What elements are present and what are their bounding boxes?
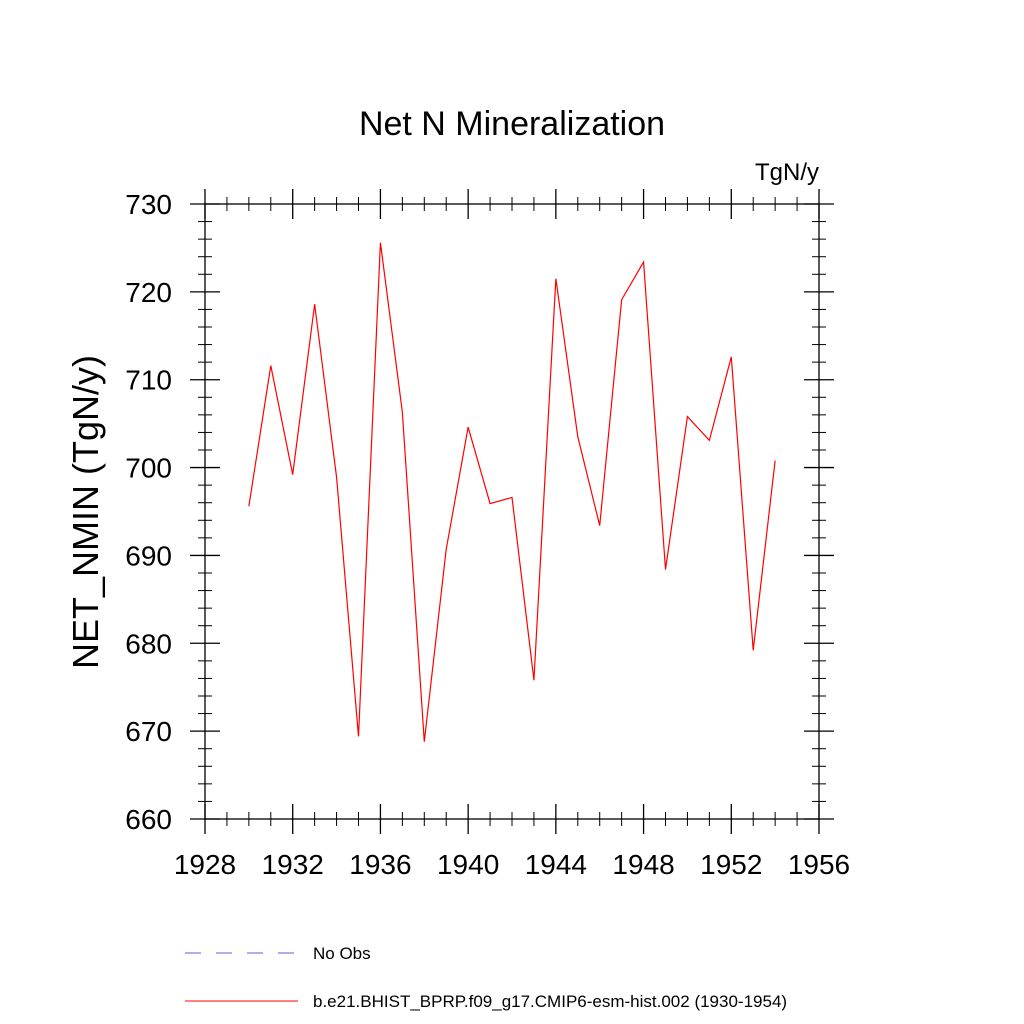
x-tick-label: 1948 — [612, 849, 674, 880]
series-layer — [247, 241, 777, 743]
legend-label-no-obs: No Obs — [313, 944, 371, 963]
y-axis-label: NET_NMIN (TgN/y) — [65, 355, 106, 669]
data-point — [445, 548, 448, 551]
units-label: TgN/y — [755, 159, 819, 186]
data-point — [269, 364, 272, 367]
legend: No Obs b.e21.BHIST_BPRP.f09_g17.CMIP6-es… — [185, 944, 787, 1011]
x-tick-label: 1932 — [262, 849, 324, 880]
data-point — [752, 649, 755, 652]
data-point — [489, 502, 492, 505]
data-point — [730, 355, 733, 358]
data-point — [401, 411, 404, 414]
plot-frame — [204, 203, 820, 820]
minor-ticks — [198, 197, 826, 826]
x-tick-label: 1956 — [788, 849, 850, 880]
data-point — [313, 303, 316, 306]
data-point — [708, 439, 711, 442]
x-tick-label: 1952 — [700, 849, 762, 880]
data-point — [642, 260, 645, 263]
y-tick-label: 710 — [125, 365, 172, 396]
x-tick-label: 1936 — [349, 849, 411, 880]
data-point — [576, 435, 579, 438]
data-point — [664, 568, 667, 571]
series-line — [248, 242, 776, 742]
chart-title: Net N Mineralization — [359, 105, 665, 143]
x-tick-label: 1940 — [437, 849, 499, 880]
y-tick-label: 700 — [125, 453, 172, 484]
y-tick-label: 670 — [125, 716, 172, 747]
data-point — [511, 496, 514, 499]
data-point — [335, 476, 338, 479]
data-point — [423, 740, 426, 743]
data-point — [379, 241, 382, 244]
data-point — [291, 473, 294, 476]
y-tick-label: 720 — [125, 277, 172, 308]
x-tick-labels: 1928 1932 1936 1940 1944 1948 1952 1956 — [174, 849, 850, 880]
data-point — [598, 524, 601, 527]
y-tick-label: 660 — [125, 804, 172, 835]
data-point — [774, 459, 777, 462]
y-tick-label: 680 — [125, 628, 172, 659]
x-tick-label: 1928 — [174, 849, 236, 880]
data-point — [247, 505, 250, 508]
legend-label-model-run: b.e21.BHIST_BPRP.f09_g17.CMIP6-esm-hist.… — [313, 992, 787, 1011]
data-point — [620, 298, 623, 301]
y-tick-label: 690 — [125, 540, 172, 571]
major-ticks — [190, 189, 834, 834]
y-tick-label: 730 — [125, 189, 172, 220]
y-tick-labels: 660 670 680 690 700 710 720 730 — [125, 189, 172, 835]
data-point — [686, 415, 689, 418]
x-tick-label: 1944 — [525, 849, 587, 880]
data-point — [554, 277, 557, 280]
data-point — [467, 426, 470, 429]
data-point — [532, 679, 535, 682]
data-point — [357, 735, 360, 738]
